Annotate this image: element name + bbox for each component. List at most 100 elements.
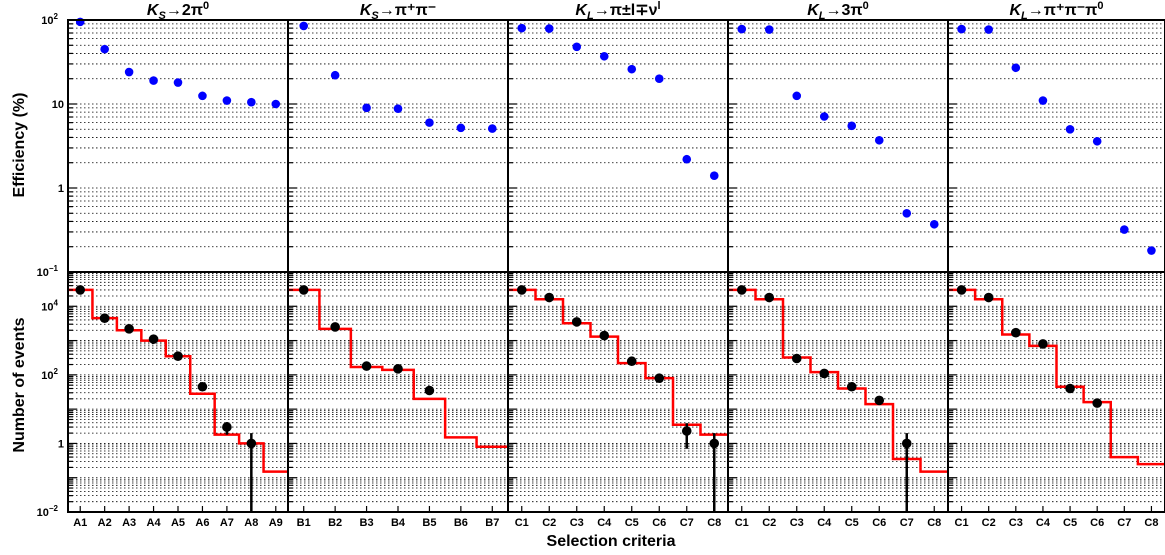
x-tick-label: C3 bbox=[790, 517, 804, 529]
panel-title: KL→π±l∓νl bbox=[575, 0, 660, 22]
x-tick-label: A1 bbox=[73, 517, 87, 529]
y-axis-title-efficiency: Efficiency (%) bbox=[11, 93, 28, 198]
x-tick-label: C3 bbox=[570, 517, 584, 529]
x-tick-label: B5 bbox=[422, 517, 436, 529]
x-tick-label: B4 bbox=[391, 517, 406, 529]
event-point bbox=[709, 438, 720, 449]
x-tick-label: B6 bbox=[454, 517, 468, 529]
panel-title: KL→3π0 bbox=[807, 0, 869, 22]
mc-histogram bbox=[728, 288, 948, 473]
x-tick-label: C3 bbox=[1009, 517, 1023, 529]
x-tick-label: B7 bbox=[485, 517, 499, 529]
y-axis-title-events: Number of events bbox=[11, 317, 28, 452]
x-tick-label: C8 bbox=[707, 517, 721, 529]
efficiency-point bbox=[1120, 225, 1129, 234]
event-point bbox=[1065, 383, 1075, 394]
efficiency-point bbox=[487, 124, 497, 133]
x-tick-label: C8 bbox=[927, 517, 941, 529]
x-tick-label: A5 bbox=[171, 517, 185, 529]
y-tick-label-bottom: 104 bbox=[41, 298, 58, 313]
y-tick-label-top: 10 bbox=[52, 99, 64, 111]
event-point bbox=[424, 385, 435, 396]
panel-title: KS→2π0 bbox=[147, 0, 209, 22]
event-point bbox=[956, 285, 967, 295]
efficiency-point bbox=[764, 25, 774, 34]
panel-frame-bottom bbox=[947, 271, 1165, 513]
y-tick-label-bottom: 102 bbox=[41, 367, 58, 382]
efficiency-point bbox=[984, 25, 993, 34]
efficiency-point bbox=[247, 97, 256, 107]
efficiency-point bbox=[1065, 124, 1075, 134]
event-point bbox=[983, 292, 994, 303]
event-point bbox=[246, 438, 257, 449]
event-point bbox=[819, 368, 830, 379]
event-point bbox=[681, 426, 692, 436]
x-tick-label: C4 bbox=[597, 517, 612, 529]
panel-frame-top bbox=[507, 19, 729, 273]
efficiency-point bbox=[599, 51, 609, 61]
efficiency-point bbox=[75, 17, 85, 27]
event-point bbox=[791, 353, 802, 364]
efficiency-point bbox=[572, 42, 582, 52]
event-point bbox=[736, 285, 747, 295]
event-point bbox=[1092, 398, 1102, 408]
event-point bbox=[99, 313, 110, 323]
efficiency-point bbox=[1092, 136, 1102, 146]
x-tick-label: A3 bbox=[122, 517, 136, 529]
panel-title: KL→π⁺π⁻π0 bbox=[1009, 0, 1103, 22]
efficiency-point bbox=[957, 24, 966, 34]
efficiency-point bbox=[929, 219, 939, 229]
event-point bbox=[654, 373, 665, 383]
efficiency-point bbox=[124, 67, 134, 77]
efficiency-point bbox=[425, 118, 434, 127]
efficiency-point bbox=[902, 208, 912, 218]
event-point bbox=[599, 330, 610, 341]
efficiency-point bbox=[737, 24, 747, 34]
efficiency-point bbox=[1038, 96, 1048, 105]
event-point bbox=[173, 351, 183, 362]
panel-frame-top bbox=[67, 19, 289, 273]
x-tick-label: C2 bbox=[762, 517, 776, 529]
event-point bbox=[222, 422, 232, 432]
event-point bbox=[361, 361, 372, 371]
event-point bbox=[124, 324, 134, 334]
x-tick-label: C6 bbox=[652, 517, 666, 529]
x-tick-label: C5 bbox=[845, 517, 859, 529]
event-point bbox=[75, 285, 86, 295]
x-tick-label: C2 bbox=[982, 517, 996, 529]
efficiency-point bbox=[544, 24, 554, 33]
event-point bbox=[901, 438, 912, 449]
event-point bbox=[764, 292, 775, 303]
efficiency-point bbox=[299, 21, 309, 31]
x-tick-label: C4 bbox=[817, 517, 832, 529]
y-tick-label-bottom: 1 bbox=[58, 438, 64, 450]
panel-frame-top bbox=[727, 19, 949, 273]
efficiency-point bbox=[682, 154, 692, 164]
event-point bbox=[516, 285, 527, 295]
efficiency-point bbox=[847, 121, 857, 131]
x-tick-label: C1 bbox=[955, 517, 969, 529]
x-tick-label: C7 bbox=[680, 517, 694, 529]
event-point bbox=[874, 395, 885, 406]
efficiency-point bbox=[792, 91, 802, 101]
x-tick-label: B3 bbox=[360, 517, 374, 529]
panel-frame-top bbox=[287, 19, 509, 273]
event-point bbox=[1038, 339, 1048, 349]
efficiency-point bbox=[819, 112, 829, 121]
efficiency-point bbox=[1147, 246, 1156, 255]
efficiency-point bbox=[1011, 63, 1021, 73]
efficiency-point bbox=[393, 104, 403, 113]
y-tick-label-top: 1 bbox=[58, 183, 64, 195]
x-tick-label: C8 bbox=[1144, 517, 1158, 529]
x-tick-label: B2 bbox=[328, 517, 342, 529]
x-tick-label: C7 bbox=[1117, 517, 1131, 529]
efficiency-point bbox=[874, 135, 884, 145]
efficiency-point bbox=[271, 99, 281, 109]
efficiency-point bbox=[173, 78, 183, 87]
event-point bbox=[846, 381, 857, 392]
x-axis-title: Selection criteria bbox=[547, 533, 676, 550]
efficiency-point bbox=[149, 76, 158, 85]
y-tick-label-top: 102 bbox=[41, 12, 58, 27]
